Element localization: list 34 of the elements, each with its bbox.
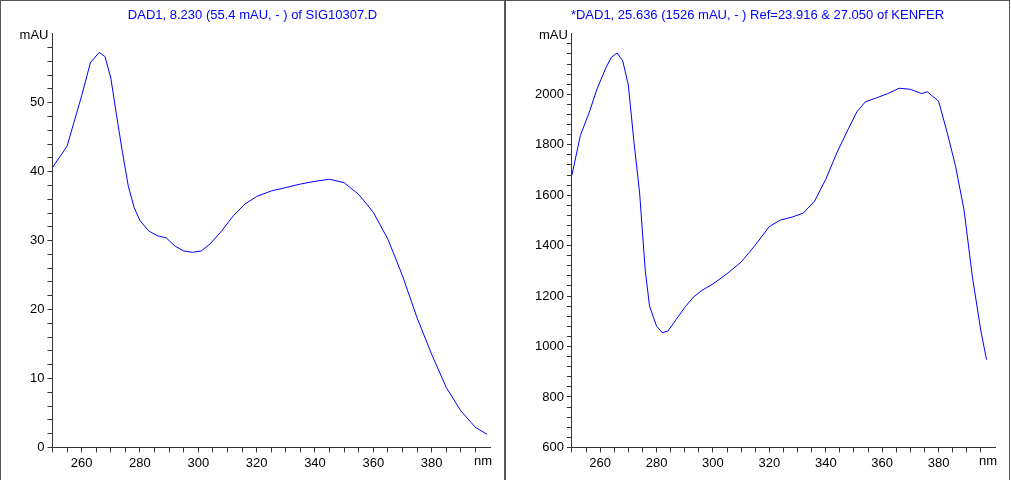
x-tick-label: 320 <box>758 454 781 470</box>
x-axis-title: nm <box>473 453 492 469</box>
y-tick-label: 20 <box>29 301 45 317</box>
x-tick-label: 380 <box>927 454 950 470</box>
x-tick-label: 340 <box>304 454 326 470</box>
x-tick-label: 300 <box>702 454 724 470</box>
y-tick-label: 800 <box>542 388 564 404</box>
y-tick-label: 600 <box>542 438 564 454</box>
y-axis-title: mAU <box>539 27 568 43</box>
y-tick-label: 50 <box>29 94 45 110</box>
chart-title: DAD1, 8.230 (55.4 mAU, - ) of SIG10307.D <box>126 7 379 22</box>
x-tick-label: 300 <box>187 454 210 470</box>
y-tick-label: 1800 <box>535 136 564 152</box>
y-tick-label: 40 <box>29 163 45 179</box>
x-axis-title: nm <box>978 453 997 469</box>
x-tick-label: 280 <box>645 454 668 470</box>
y-tick-label: 1200 <box>535 287 564 303</box>
y-tick-label: 1000 <box>535 338 564 354</box>
y-tick-label: 1600 <box>535 186 564 202</box>
y-tick-label: 2000 <box>535 85 564 101</box>
y-axis-title: mAU <box>19 27 49 43</box>
x-tick-label: 280 <box>129 454 151 470</box>
y-tick-label: 10 <box>29 370 45 386</box>
x-tick-label: 260 <box>589 454 611 470</box>
y-tick-label: 0 <box>37 438 45 454</box>
x-tick-label: 260 <box>70 454 93 470</box>
y-tick-label: 30 <box>29 232 45 248</box>
x-tick-label: 360 <box>871 454 894 470</box>
x-tick-label: 340 <box>814 454 837 470</box>
y-tick-label: 1400 <box>535 237 564 253</box>
x-tick-label: 380 <box>420 454 443 470</box>
x-tick-label: 320 <box>245 454 268 470</box>
x-tick-label: 360 <box>362 454 385 470</box>
chart-title: *DAD1, 25.636 (1526 mAU, - ) Ref=23.916 & 27.050 of KENFER <box>569 7 946 22</box>
